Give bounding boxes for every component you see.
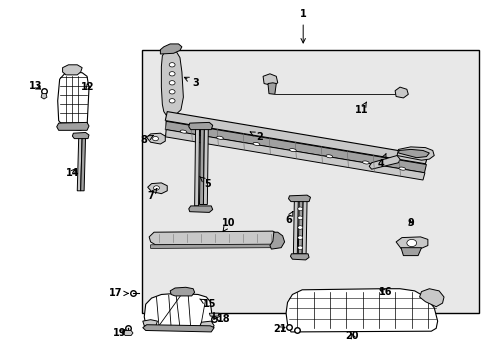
Polygon shape bbox=[161, 50, 183, 115]
Text: 18: 18 bbox=[214, 314, 230, 324]
Polygon shape bbox=[144, 293, 212, 330]
Polygon shape bbox=[203, 127, 208, 204]
Polygon shape bbox=[419, 289, 443, 307]
Polygon shape bbox=[165, 130, 424, 180]
Polygon shape bbox=[368, 156, 399, 169]
Polygon shape bbox=[288, 195, 310, 202]
Circle shape bbox=[169, 63, 175, 67]
Polygon shape bbox=[396, 147, 433, 160]
Circle shape bbox=[406, 239, 416, 247]
Ellipse shape bbox=[362, 161, 368, 164]
Circle shape bbox=[169, 72, 175, 76]
Ellipse shape bbox=[180, 130, 186, 133]
Polygon shape bbox=[41, 94, 47, 99]
Polygon shape bbox=[188, 206, 212, 212]
Text: 20: 20 bbox=[345, 330, 358, 341]
Circle shape bbox=[297, 207, 302, 211]
Ellipse shape bbox=[253, 143, 259, 145]
Polygon shape bbox=[149, 231, 279, 245]
Text: 11: 11 bbox=[354, 102, 368, 115]
Text: 1: 1 bbox=[299, 9, 306, 43]
Polygon shape bbox=[285, 289, 437, 332]
Polygon shape bbox=[263, 74, 277, 86]
Text: 16: 16 bbox=[378, 287, 391, 297]
Polygon shape bbox=[62, 65, 82, 75]
Polygon shape bbox=[209, 313, 219, 316]
Ellipse shape bbox=[398, 167, 405, 170]
Polygon shape bbox=[58, 72, 89, 130]
Polygon shape bbox=[165, 112, 427, 164]
Polygon shape bbox=[150, 244, 276, 248]
Text: 9: 9 bbox=[407, 218, 413, 228]
Circle shape bbox=[169, 81, 175, 85]
Polygon shape bbox=[269, 232, 284, 249]
Polygon shape bbox=[302, 199, 306, 254]
Polygon shape bbox=[199, 127, 204, 204]
Polygon shape bbox=[188, 122, 212, 130]
Text: 8: 8 bbox=[141, 135, 153, 145]
Text: 15: 15 bbox=[199, 299, 216, 309]
Polygon shape bbox=[142, 325, 214, 332]
Polygon shape bbox=[142, 320, 157, 327]
Text: 3: 3 bbox=[184, 77, 199, 88]
Text: 12: 12 bbox=[81, 82, 95, 92]
Polygon shape bbox=[146, 133, 165, 144]
Polygon shape bbox=[77, 137, 82, 191]
Text: 4: 4 bbox=[377, 153, 386, 169]
Text: 2: 2 bbox=[250, 132, 262, 142]
Text: 6: 6 bbox=[285, 211, 292, 225]
Polygon shape bbox=[394, 87, 407, 98]
Text: 10: 10 bbox=[222, 218, 235, 231]
Text: 5: 5 bbox=[199, 176, 211, 189]
Text: 17: 17 bbox=[108, 288, 128, 298]
Polygon shape bbox=[165, 121, 426, 173]
Circle shape bbox=[153, 186, 159, 190]
Text: 21: 21 bbox=[272, 324, 286, 334]
Polygon shape bbox=[395, 237, 427, 249]
Text: 7: 7 bbox=[147, 189, 157, 201]
Polygon shape bbox=[198, 321, 214, 330]
Polygon shape bbox=[160, 44, 182, 54]
Circle shape bbox=[297, 246, 302, 249]
Polygon shape bbox=[194, 127, 199, 206]
Circle shape bbox=[152, 136, 158, 141]
Polygon shape bbox=[123, 330, 133, 336]
Polygon shape bbox=[57, 122, 89, 130]
Polygon shape bbox=[298, 199, 303, 254]
Polygon shape bbox=[400, 248, 421, 256]
Circle shape bbox=[297, 226, 302, 229]
Circle shape bbox=[169, 90, 175, 94]
Circle shape bbox=[297, 216, 302, 220]
Polygon shape bbox=[290, 254, 308, 260]
Text: 13: 13 bbox=[28, 81, 42, 91]
Polygon shape bbox=[81, 137, 85, 191]
Circle shape bbox=[297, 236, 302, 239]
Text: 19: 19 bbox=[113, 328, 126, 338]
Polygon shape bbox=[398, 149, 428, 158]
Bar bbox=[142, 50, 478, 313]
Ellipse shape bbox=[289, 149, 296, 152]
Polygon shape bbox=[293, 199, 298, 254]
Polygon shape bbox=[147, 183, 167, 194]
Text: 14: 14 bbox=[65, 168, 79, 178]
Ellipse shape bbox=[325, 155, 332, 158]
Polygon shape bbox=[170, 287, 194, 296]
Polygon shape bbox=[72, 132, 89, 139]
Polygon shape bbox=[267, 83, 276, 94]
Ellipse shape bbox=[216, 136, 223, 139]
Circle shape bbox=[169, 99, 175, 103]
